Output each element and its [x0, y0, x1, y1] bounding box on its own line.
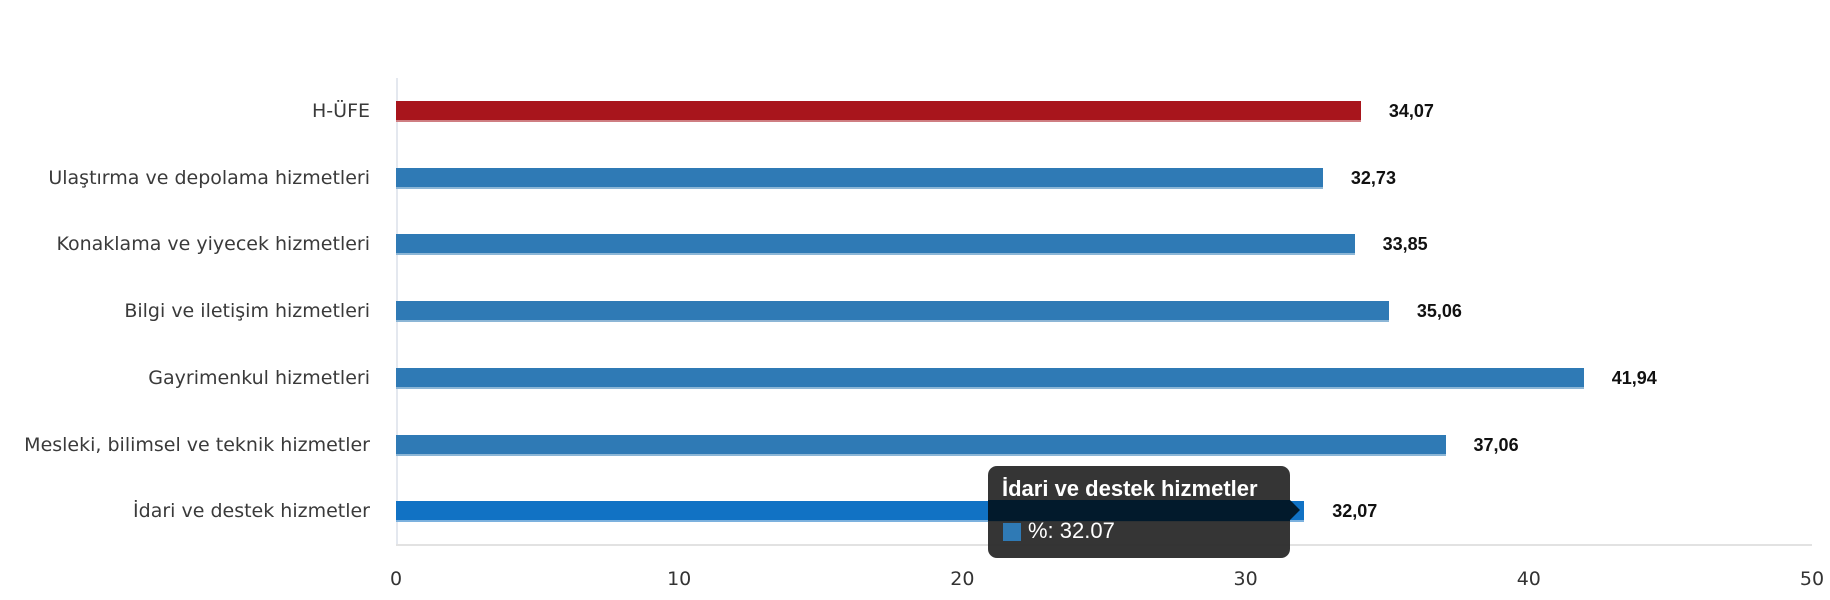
- value-label: 37,06: [1473, 434, 1519, 455]
- x-tick-label: 50: [1799, 568, 1825, 590]
- x-tick-label: 10: [667, 568, 692, 590]
- x-tick-label: 0: [389, 568, 403, 590]
- bar-edge: [396, 253, 1355, 256]
- category-label: İdari ve destek hizmetler: [133, 500, 370, 523]
- value-label: 34,07: [1388, 101, 1434, 121]
- tooltip-highlight-band: [988, 500, 1290, 521]
- bar-edge: [396, 386, 1584, 389]
- bar[interactable]: [396, 301, 1389, 323]
- bar[interactable]: [396, 167, 1323, 189]
- bar[interactable]: [396, 234, 1355, 256]
- category-label: H-ÜFE: [312, 100, 370, 122]
- category-label: Ulaştırma ve depolama hizmetleri: [48, 166, 370, 189]
- bar[interactable]: [396, 367, 1584, 389]
- bar-edge: [396, 320, 1389, 323]
- x-tick-label: 40: [1516, 568, 1541, 590]
- bar[interactable]: [396, 101, 1361, 122]
- category-label: Gayrimenkul hizmetleri: [148, 366, 370, 389]
- tooltip: İdari ve destek hizmetler %: 32.07: [988, 466, 1300, 558]
- category-label: Konaklama ve yiyecek hizmetleri: [56, 233, 370, 256]
- value-label: 41,94: [1611, 367, 1657, 388]
- category-label: Bilgi ve iletişim hizmetleri: [124, 300, 370, 323]
- category-label: Mesleki, bilimsel ve teknik hizmetler: [24, 433, 370, 456]
- tooltip-arrow: [1290, 500, 1300, 520]
- x-tick-label: 30: [1233, 568, 1258, 590]
- value-label: 35,06: [1416, 301, 1462, 322]
- bar-edge: [396, 186, 1323, 189]
- value-label: 33,85: [1382, 234, 1428, 255]
- value-label: 32,07: [1332, 501, 1378, 522]
- bar-edge: [396, 120, 1361, 122]
- bar-edge: [396, 453, 1446, 456]
- tooltip-series-swatch: [1003, 523, 1021, 541]
- value-label: 32,73: [1350, 167, 1396, 188]
- tooltip-value: %: 32.07: [1028, 518, 1115, 543]
- tooltip-title: İdari ve destek hizmetler: [1002, 476, 1258, 501]
- x-tick-label: 20: [950, 568, 975, 590]
- bar-edge: [396, 520, 1305, 523]
- bar[interactable]: [396, 434, 1446, 456]
